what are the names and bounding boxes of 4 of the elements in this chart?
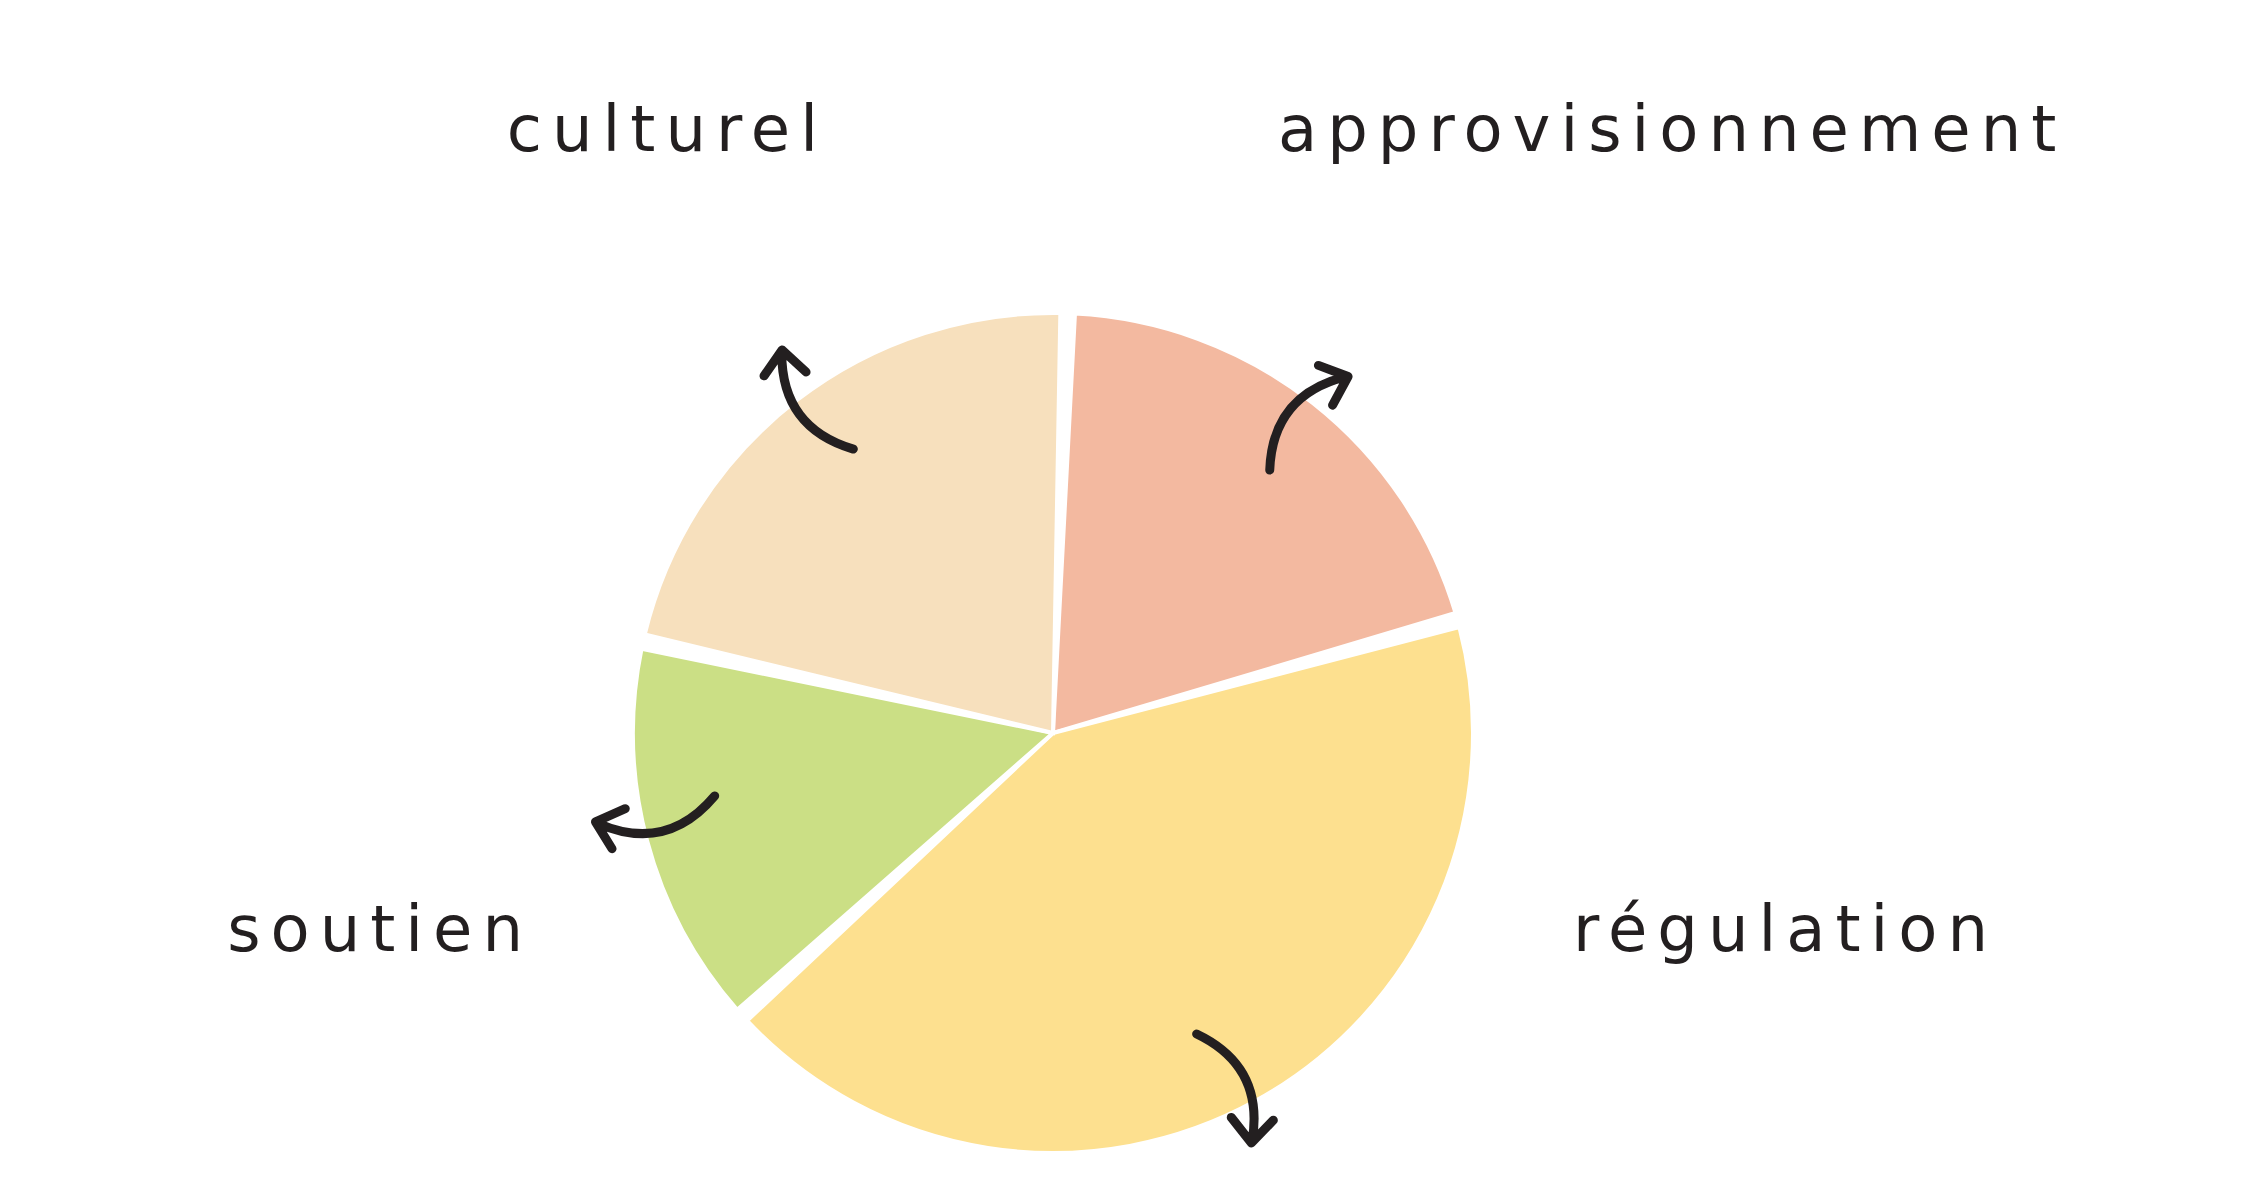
slice-label: soutien (227, 891, 533, 966)
slice-label: approvisionnement (1278, 91, 2067, 166)
slice-label: régulation (1573, 891, 1999, 966)
slice-label: culturel (506, 91, 828, 166)
